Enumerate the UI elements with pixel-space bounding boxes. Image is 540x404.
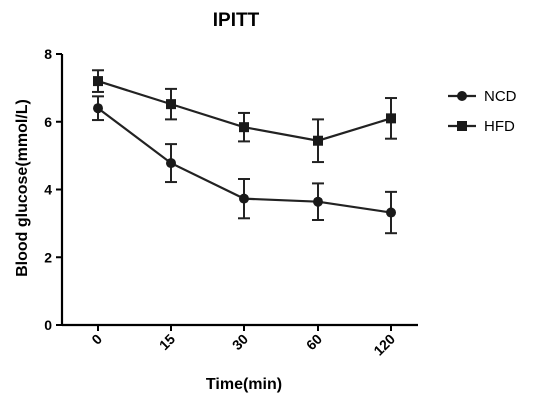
legend-item-hfd: HFD <box>448 118 515 135</box>
legend-label-hfd: HFD <box>484 118 515 135</box>
axes <box>60 54 418 327</box>
y-tick-label: 8 <box>44 46 52 62</box>
x-tick-label: 0 <box>88 331 105 348</box>
x-tick-label: 120 <box>370 331 398 359</box>
y-axis-label: Blood glucose(mmol/L) <box>14 99 31 277</box>
data-point-ncd <box>386 207 396 218</box>
legend: NCD HFD <box>448 88 517 135</box>
y-tick-label: 4 <box>44 182 52 198</box>
legend-item-ncd: NCD <box>448 88 517 105</box>
x-tick-label: 30 <box>229 331 251 353</box>
data-point-hfd <box>166 99 176 110</box>
chart-title: IPITT <box>213 10 260 31</box>
data-point-hfd <box>239 122 249 133</box>
y-tick-label: 6 <box>44 114 52 130</box>
y-ticks: 0 2 4 6 8 <box>44 46 62 333</box>
series-hfd <box>92 69 397 164</box>
legend-marker-ncd <box>457 91 467 101</box>
x-tick-label: 15 <box>156 331 178 353</box>
x-tick-label: 60 <box>303 331 325 353</box>
y-tick-label: 0 <box>44 317 52 333</box>
x-ticks: 0 15 30 60 120 <box>88 325 398 359</box>
data-point-ncd <box>239 193 249 204</box>
x-axis-label: Time(min) <box>206 376 282 393</box>
data-point-hfd <box>386 113 396 124</box>
legend-label-ncd: NCD <box>484 88 517 105</box>
series-ncd <box>92 95 397 235</box>
y-tick-label: 2 <box>44 249 52 265</box>
data-point-ncd <box>166 158 176 169</box>
legend-marker-hfd <box>457 121 467 131</box>
data-point-ncd <box>93 103 103 114</box>
data-point-hfd <box>93 76 103 87</box>
data-point-hfd <box>313 135 323 146</box>
series-layer <box>92 69 397 235</box>
data-point-ncd <box>313 196 323 207</box>
